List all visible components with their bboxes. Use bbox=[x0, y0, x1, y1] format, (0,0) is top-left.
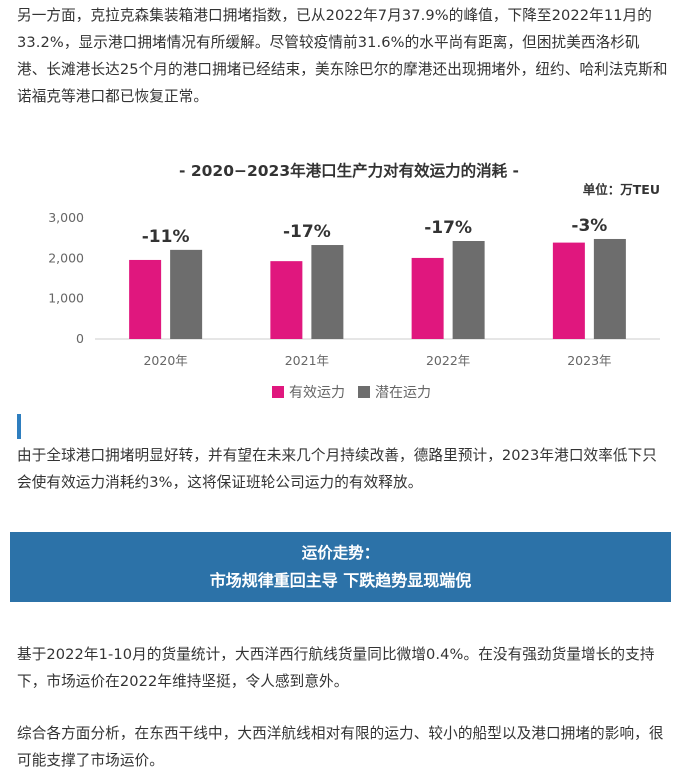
data-labels-group: -11% -17% -17% -3% bbox=[142, 216, 608, 247]
bar-effective-capacity bbox=[552, 242, 585, 339]
paragraph-atlantic-volume: 基于2022年1-10月的货量统计，大西洋西行航线货量同比微增0.4%。在没有强… bbox=[17, 646, 655, 690]
legend-label: 潜在运力 bbox=[375, 385, 431, 401]
data-label: -3% bbox=[571, 216, 607, 236]
y-tick-label: 0 bbox=[76, 331, 84, 346]
x-category-label: 2021年 bbox=[285, 353, 329, 368]
category-labels-group: 2020年 2021年 2022年 2023年 bbox=[143, 353, 611, 368]
bars-group bbox=[129, 238, 626, 339]
legend-label: 有效运力 bbox=[289, 385, 345, 401]
quote-accent-bar bbox=[17, 414, 21, 439]
y-tick-label: 2,000 bbox=[48, 250, 84, 265]
y-axis: 0 1,000 2,000 3,000 bbox=[48, 210, 84, 346]
section-banner: 运价走势： 市场规律重回主导 下跌趋势显现端倪 bbox=[10, 532, 671, 602]
legend-swatch bbox=[272, 386, 284, 398]
bar-potential-capacity bbox=[311, 245, 344, 339]
data-label: -11% bbox=[142, 227, 190, 247]
bar-effective-capacity bbox=[411, 257, 444, 339]
banner-subheading: 市场规律重回主导 下跌趋势显现端倪 bbox=[209, 571, 472, 590]
bar-potential-capacity bbox=[593, 238, 626, 339]
x-category-label: 2022年 bbox=[426, 353, 470, 368]
bar-effective-capacity bbox=[270, 261, 303, 339]
chart-legend: 有效运力 潜在运力 bbox=[272, 385, 431, 401]
legend-swatch bbox=[358, 386, 370, 398]
chart-unit-label: 单位：万TEU bbox=[583, 182, 660, 197]
paragraph-port-congestion: 另一方面，克拉克森集装箱港口拥堵指数，已从2022年7月37.9%的峰值，下降至… bbox=[17, 7, 668, 105]
x-category-label: 2023年 bbox=[567, 353, 611, 368]
paragraph-analysis: 综合各方面分析，在东西干线中，大西洋航线相对有限的运力、较小的船型以及港口拥堵的… bbox=[17, 725, 664, 769]
banner-heading: 运价走势： bbox=[301, 544, 380, 562]
data-label: -17% bbox=[283, 222, 331, 242]
capacity-bar-chart: - 2020−2023年港口生产力对有效运力的消耗 - 单位：万TEU 0 1,0… bbox=[48, 161, 660, 401]
bar-potential-capacity bbox=[452, 240, 485, 339]
chart-title: - 2020−2023年港口生产力对有效运力的消耗 - bbox=[179, 161, 519, 180]
bar-effective-capacity bbox=[129, 259, 162, 339]
y-tick-label: 3,000 bbox=[48, 210, 84, 225]
chart-container: - 2020−2023年港口生产力对有效运力的消耗 - 单位：万TEU 0 1,0… bbox=[0, 148, 685, 418]
y-tick-label: 1,000 bbox=[48, 291, 84, 306]
paragraph-drewry-forecast: 由于全球港口拥堵明显好转，并有望在未来几个月持续改善，德路里预计，2023年港口… bbox=[17, 447, 657, 491]
bar-potential-capacity bbox=[170, 249, 203, 339]
x-category-label: 2020年 bbox=[143, 353, 187, 368]
data-label: -17% bbox=[424, 218, 472, 238]
